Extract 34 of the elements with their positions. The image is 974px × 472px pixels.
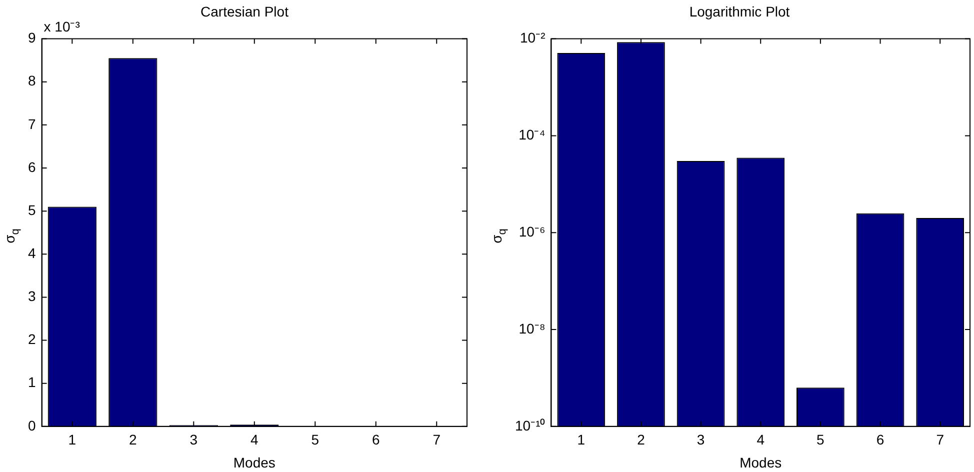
- x-tick-label: 6: [876, 432, 884, 448]
- chart-title: Logarithmic Plot: [689, 3, 790, 20]
- x-tick-label: 3: [190, 432, 198, 448]
- x-tick-label: 3: [696, 432, 705, 448]
- x-tick-label: 5: [816, 432, 825, 448]
- x-tick-label: 1: [577, 432, 586, 448]
- x-tick-label: 7: [432, 432, 441, 448]
- x-tick-label: 1: [68, 432, 76, 448]
- y-tick-label: 9: [28, 30, 36, 46]
- x-axis-title: Modes: [740, 454, 782, 470]
- x-tick-label: 4: [756, 432, 765, 448]
- x-tick-label: 5: [311, 432, 320, 448]
- y-tick-label: 1: [28, 374, 36, 390]
- y-tick-label: 3: [28, 288, 36, 304]
- y-tick-label: 5: [28, 202, 36, 218]
- y-tick-label: 10⁻¹⁰: [515, 417, 546, 434]
- y-tick-label: 0: [28, 417, 36, 434]
- x-axis-title: Modes: [233, 454, 276, 470]
- y-tick-label: 10⁻⁴: [518, 126, 546, 143]
- x-tick-label: 2: [637, 432, 646, 448]
- y-tick-label: 10⁻⁶: [518, 223, 546, 240]
- y-tick-label: 8: [28, 72, 36, 89]
- text: x 10⁻³: [44, 18, 80, 35]
- y-tick-label: 6: [28, 158, 36, 175]
- chart-title: Cartesian Plot: [200, 3, 289, 20]
- x-tick-label: 2: [129, 432, 138, 448]
- y-tick-label: 10⁻⁸: [518, 320, 546, 336]
- y-tick-label: 7: [28, 116, 36, 132]
- y-tick-label: 4: [28, 244, 36, 261]
- y-tick-label: 2: [28, 331, 36, 348]
- x-tick-label: 6: [372, 432, 380, 448]
- x-tick-label: 4: [250, 432, 258, 448]
- x-tick-label: 7: [936, 432, 944, 448]
- y-tick-label: 10⁻²: [520, 30, 546, 46]
